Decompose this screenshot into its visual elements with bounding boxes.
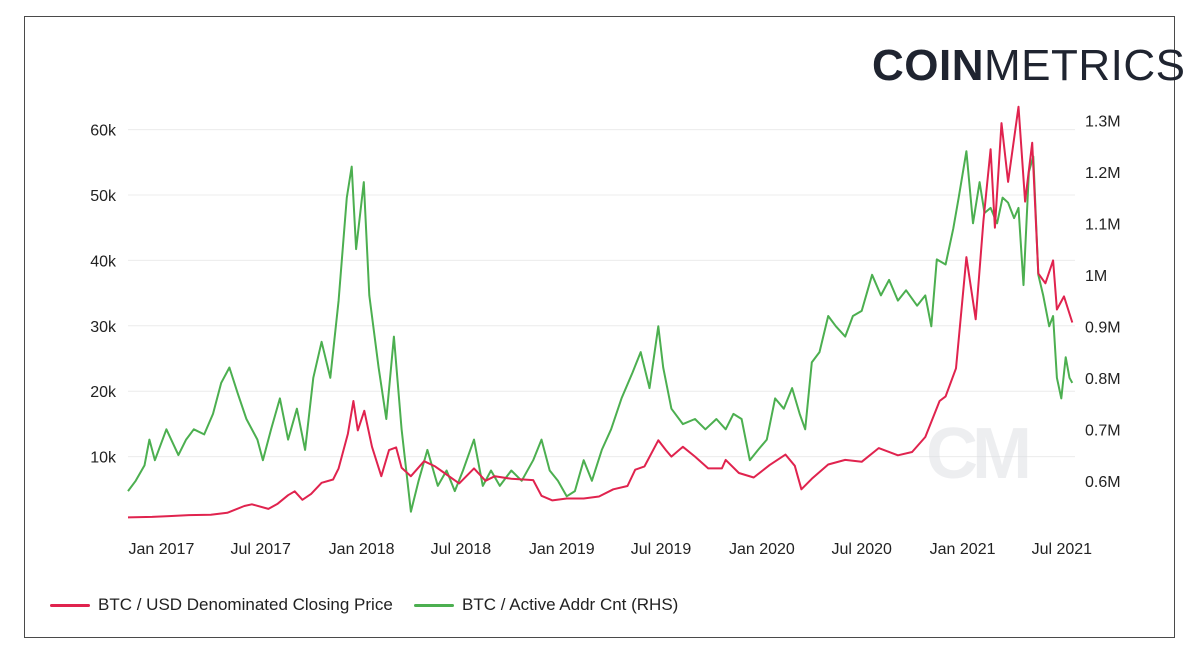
watermark: CM	[926, 414, 1028, 494]
y-right-tick-label: 1.1M	[1085, 216, 1121, 233]
x-tick-label: Jul 2021	[1032, 541, 1093, 558]
x-tick-label: Jul 2020	[831, 541, 892, 558]
y-right-tick-label: 0.6M	[1085, 474, 1121, 491]
x-axis-ticks: Jan 2017 Jul 2017 Jan 2018 Jul 2018 Jan 2019…	[129, 541, 1093, 558]
y-right-tick-label: 0.7M	[1085, 422, 1121, 439]
legend-swatch-active-addr	[414, 603, 454, 607]
legend-item-price[interactable]: BTC / USD Denominated Closing Price	[50, 592, 393, 618]
y-left-tick-label: 50k	[90, 188, 117, 205]
legend-item-active-addr[interactable]: BTC / Active Addr Cnt (RHS)	[414, 592, 678, 618]
y-right-tick-label: 0.8M	[1085, 371, 1121, 388]
gridlines	[128, 129, 1075, 458]
y-left-tick-label: 10k	[90, 450, 117, 467]
y-left-tick-label: 30k	[90, 319, 117, 336]
x-tick-label: Jan 2021	[930, 541, 996, 558]
y-right-tick-label: 0.9M	[1085, 319, 1121, 336]
series-line-active-addr	[127, 150, 1074, 513]
x-tick-label: Jan 2019	[529, 541, 595, 558]
legend-swatch-price	[50, 603, 90, 607]
logo-coin-text: COIN	[872, 41, 984, 90]
y-right-tick-label: 1.3M	[1085, 113, 1121, 130]
series-line-price	[127, 105, 1074, 519]
legend-label-active-addr: BTC / Active Addr Cnt (RHS)	[462, 595, 679, 614]
chart-frame	[24, 16, 1175, 638]
y-right-tick-label: 1.2M	[1085, 165, 1121, 182]
series-lines	[127, 105, 1074, 519]
y-left-axis-ticks: 10k 20k 30k 40k 50k 60k	[90, 123, 117, 467]
y-left-tick-label: 20k	[90, 384, 117, 401]
x-tick-label: Jul 2019	[631, 541, 692, 558]
logo-metrics-text: METRICS	[984, 41, 1186, 90]
x-tick-label: Jul 2017	[230, 541, 291, 558]
x-tick-label: Jan 2017	[129, 541, 195, 558]
y-right-axis-ticks: 0.6M 0.7M 0.8M 0.9M 1M 1.1M 1.2M 1.3M	[1085, 113, 1121, 491]
y-left-tick-label: 40k	[90, 253, 117, 270]
legend-label-price: BTC / USD Denominated Closing Price	[98, 595, 393, 614]
x-tick-label: Jan 2018	[329, 541, 395, 558]
y-left-tick-label: 60k	[90, 123, 117, 140]
x-tick-label: Jul 2018	[431, 541, 492, 558]
x-tick-label: Jan 2020	[729, 541, 795, 558]
y-right-tick-label: 1M	[1085, 268, 1107, 285]
coinmetrics-logo: COINMETRICS	[872, 42, 1186, 90]
